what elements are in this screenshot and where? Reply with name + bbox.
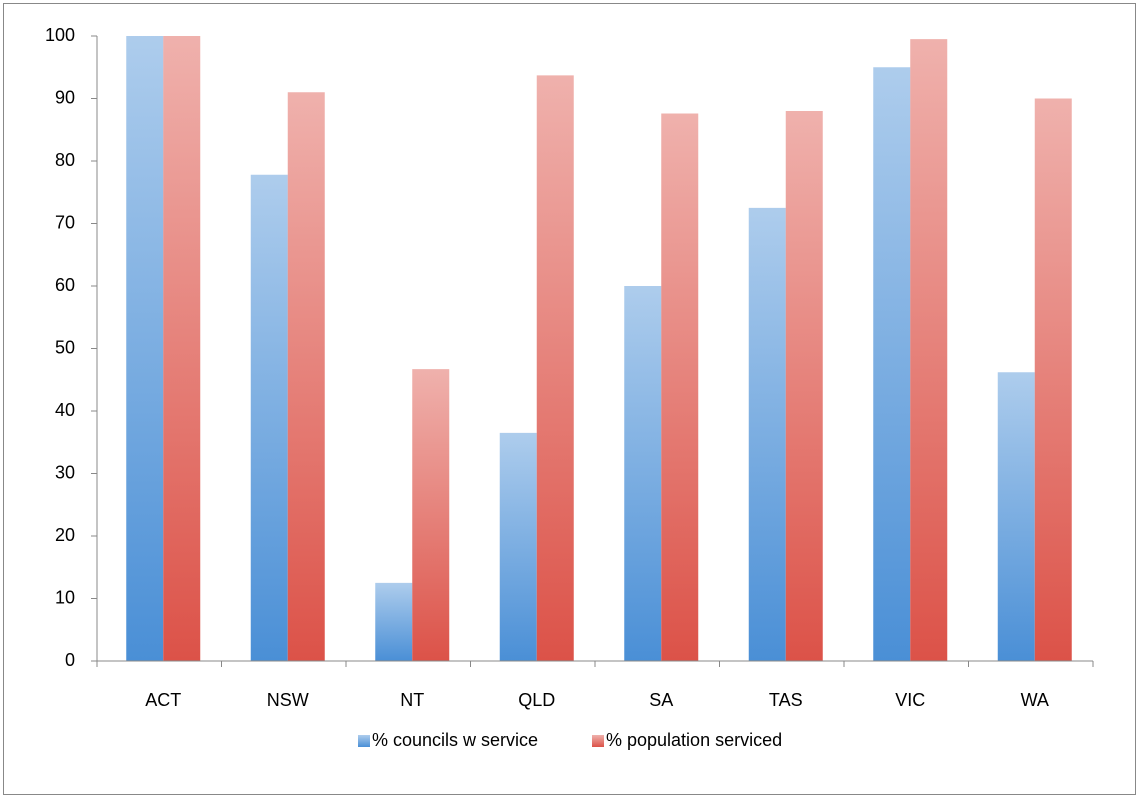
y-tick-label: 20 — [55, 525, 75, 545]
y-tick-label: 0 — [65, 650, 75, 670]
x-tick-label: ACT — [145, 690, 181, 710]
y-tick-label: 40 — [55, 400, 75, 420]
bar — [873, 67, 911, 661]
legend-label: % councils w service — [372, 730, 538, 750]
y-tick-label: 90 — [55, 87, 75, 107]
bar — [412, 369, 450, 661]
bar — [997, 372, 1035, 661]
y-tick-label: 80 — [55, 150, 75, 170]
x-tick-label: QLD — [518, 690, 555, 710]
y-tick-label: 100 — [45, 25, 75, 45]
legend-label: % population serviced — [606, 730, 782, 750]
bar — [375, 582, 413, 661]
bar — [163, 36, 201, 661]
bar — [661, 113, 699, 661]
bar — [536, 75, 574, 661]
y-tick-label: 10 — [55, 587, 75, 607]
x-tick-label: VIC — [895, 690, 925, 710]
bar — [250, 174, 288, 661]
x-tick-label: NSW — [267, 690, 309, 710]
bar — [1034, 98, 1072, 661]
bar — [499, 432, 537, 661]
x-tick-label: NT — [400, 690, 424, 710]
bar — [126, 36, 164, 661]
bar — [287, 92, 325, 661]
y-tick-label: 30 — [55, 462, 75, 482]
legend-swatch — [358, 735, 370, 747]
y-tick-label: 60 — [55, 275, 75, 295]
bar — [748, 207, 786, 661]
x-tick-label: TAS — [769, 690, 803, 710]
legend-swatch — [592, 735, 604, 747]
y-tick-label: 70 — [55, 212, 75, 232]
x-tick-label: WA — [1021, 690, 1049, 710]
bar — [624, 286, 662, 661]
x-tick-label: SA — [649, 690, 673, 710]
bar — [785, 111, 823, 661]
y-tick-label: 50 — [55, 337, 75, 357]
bar — [910, 39, 948, 661]
